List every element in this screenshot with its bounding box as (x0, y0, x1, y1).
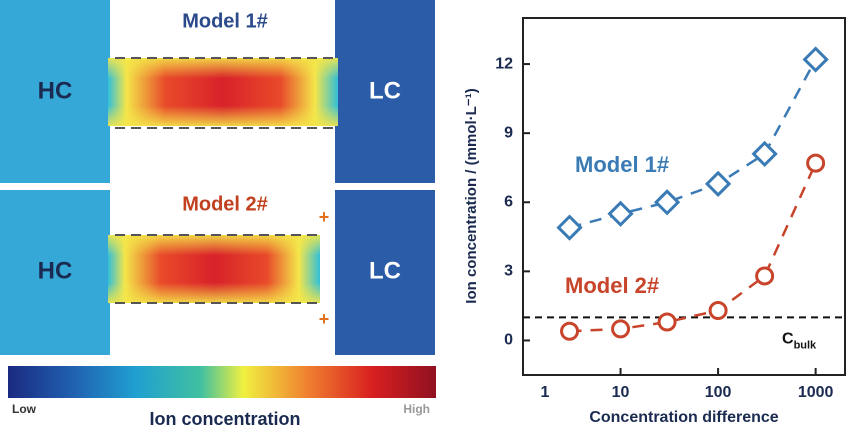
colorbar-high: High (403, 402, 430, 416)
y-axis-title: Ion concentration / (mmol·L⁻¹) (463, 88, 480, 303)
charge: + (319, 309, 330, 329)
marker (757, 268, 773, 284)
colorbar-label: Ion concentration (149, 409, 300, 429)
marker (610, 203, 632, 225)
y-tick-label: 0 (504, 332, 513, 349)
marker (805, 48, 827, 70)
panel-title: Model 1# (182, 10, 268, 32)
series-line (570, 59, 816, 227)
marker (562, 323, 578, 339)
marker (710, 303, 726, 319)
hc-label: HC (38, 257, 73, 284)
panel-title: Model 2# (182, 193, 268, 215)
y-tick-label: 9 (504, 124, 513, 141)
marker (754, 143, 776, 165)
y-tick-label: 6 (504, 193, 513, 210)
colorbar-low: Low (12, 402, 37, 416)
figure: Model 1# HC LC Model 2# HC LC + + Low Hi… (0, 0, 852, 432)
legend-label: Model 2# (565, 273, 659, 298)
marker (808, 155, 824, 171)
x-tick-label: 100 (705, 384, 732, 401)
charge: + (319, 207, 330, 227)
channel-edge (108, 58, 338, 126)
reference-label: Cbulk (782, 331, 817, 352)
marker (559, 217, 581, 239)
x-axis-title: Concentration difference (589, 409, 778, 426)
x-tick-label: 10 (612, 384, 630, 401)
y-tick-label: 12 (495, 55, 513, 72)
gap (320, 233, 335, 305)
marker (659, 314, 675, 330)
colorbar (8, 366, 436, 398)
page: Model 1# HC LC Model 2# HC LC + + Low Hi… (0, 0, 852, 432)
model-2-panel: Model 2# HC LC + + (0, 190, 435, 355)
model-1-panel: Model 1# HC LC (0, 0, 435, 183)
marker (707, 173, 729, 195)
legend-label: Model 1# (575, 152, 669, 177)
lc-label: LC (369, 77, 401, 104)
reference-label-main: C (782, 331, 794, 348)
plot-frame (523, 18, 845, 375)
x-tick-label: 1000 (798, 384, 834, 401)
y-tick-label: 3 (504, 263, 513, 280)
marker (613, 321, 629, 337)
reference-label-sub: bulk (794, 339, 817, 351)
lc-label: LC (369, 257, 401, 284)
hc-label: HC (38, 77, 73, 104)
series-line (570, 163, 816, 331)
channel-edge (108, 235, 320, 303)
x-tick-label: 1 (541, 384, 550, 401)
marker (656, 191, 678, 213)
